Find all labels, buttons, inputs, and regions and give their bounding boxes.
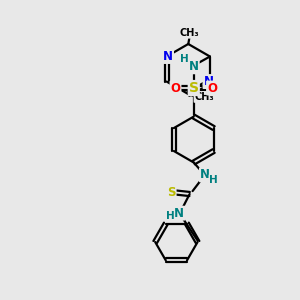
Text: N: N (203, 75, 214, 88)
Text: N: N (200, 168, 210, 182)
Text: H: H (209, 175, 218, 185)
Text: CH₃: CH₃ (180, 28, 200, 38)
Text: O: O (207, 82, 217, 94)
Text: N: N (163, 50, 173, 63)
Text: S: S (189, 81, 199, 95)
Text: H: H (166, 211, 174, 221)
Text: H: H (180, 54, 189, 64)
Text: O: O (170, 82, 181, 94)
Text: N: N (174, 207, 184, 220)
Text: S: S (167, 186, 176, 199)
Text: N: N (189, 60, 199, 73)
Text: CH₃: CH₃ (194, 92, 214, 102)
